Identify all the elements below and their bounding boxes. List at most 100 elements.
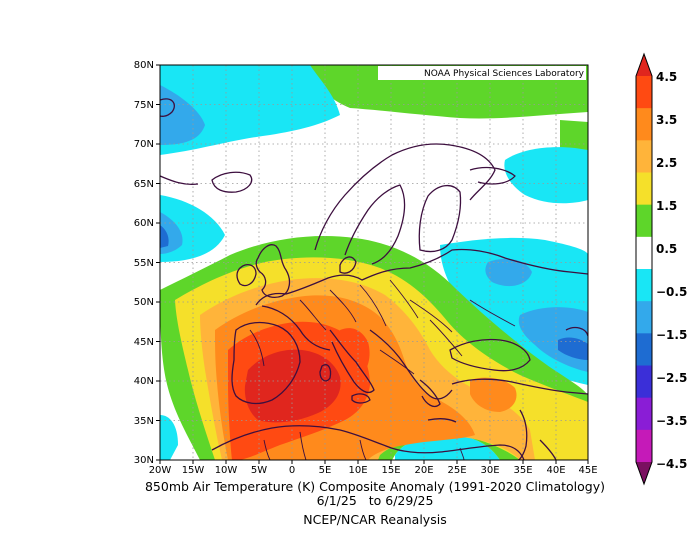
coast-denmark	[339, 256, 357, 274]
cb-label-2.5: 2.5	[656, 156, 677, 170]
coast-france	[261, 305, 331, 351]
colorbar-bin	[636, 108, 652, 141]
colorbar-bin	[636, 333, 652, 366]
colorbar-bin	[636, 172, 652, 206]
lon-label-0: 0	[289, 465, 295, 476]
colorbar-bin	[636, 140, 652, 173]
colorbar-bin	[636, 429, 652, 463]
cb-label-4.5: 4.5	[656, 70, 677, 84]
lat-label-45n: 45N	[134, 337, 154, 348]
graticule	[160, 65, 588, 460]
colorbar-bin	[636, 301, 652, 334]
lon-label-40e: 40E	[546, 465, 565, 476]
anomaly-field	[160, 65, 588, 460]
colorbar-bin	[636, 462, 652, 484]
colorbar-bin	[636, 397, 652, 431]
lon-label-20e: 20E	[414, 465, 433, 476]
longitude-labels: 20W 15W 10W 5W 0 5E 10E 15E 20E 25E 30E …	[149, 465, 598, 476]
contour-cyan-northeast	[504, 147, 588, 204]
coast-iceland	[211, 171, 253, 193]
lon-label-35e: 35E	[513, 465, 532, 476]
contour-orange-turkey	[470, 377, 517, 412]
lon-label-45e: 45E	[578, 465, 597, 476]
coast-norway	[314, 143, 496, 251]
caption-title: 850mb Air Temperature (K) Composite Anom…	[144, 479, 606, 494]
coast-sicily	[351, 393, 371, 404]
coast-sardinia	[319, 364, 332, 382]
lat-label-60n: 60N	[134, 218, 154, 229]
lat-label-80n: 80N	[134, 60, 154, 71]
lat-label-30n: 30N	[134, 455, 154, 466]
coast-caspian	[565, 326, 588, 337]
lon-label-5e: 5E	[319, 465, 332, 476]
coast-crete	[427, 418, 457, 423]
colorbar-bin	[636, 236, 652, 270]
coast-north-africa	[211, 425, 525, 460]
coast-ireland	[236, 263, 257, 287]
contour-cyan-northwest	[160, 65, 340, 155]
cb-label-neg1.5: −1.5	[656, 328, 687, 342]
cb-label-1.5: 1.5	[656, 199, 677, 213]
colorbar-bin	[636, 204, 652, 238]
lat-label-40n: 40N	[134, 376, 154, 387]
colorbar-bin	[636, 54, 652, 76]
caption-dates: 6/1/25 to 6/29/25	[316, 493, 434, 508]
lon-label-30e: 30E	[480, 465, 499, 476]
cb-label-0.5: 0.5	[656, 242, 677, 256]
colorbar: 4.5 3.5 2.5 1.5 0.5 −0.5 −1.5 −2.5 −3.5 …	[635, 52, 687, 486]
cb-label-neg3.5: −3.5	[656, 414, 687, 428]
colorbar-bins	[636, 54, 652, 484]
lat-label-70n: 70N	[134, 139, 154, 150]
coast-greece	[419, 379, 441, 408]
lon-label-15e: 15E	[381, 465, 400, 476]
coast-red-sea	[539, 439, 557, 460]
lon-label-10e: 10E	[348, 465, 367, 476]
cb-label-neg2.5: −2.5	[656, 371, 687, 385]
latitude-labels: 80N 75N 70N 65N 60N 55N 50N 45N 40N 35N …	[134, 60, 154, 466]
coast-blacksea	[449, 338, 531, 372]
coast-kola	[469, 166, 516, 185]
coast-balkans	[369, 329, 453, 400]
lat-label-55n: 55N	[134, 258, 154, 269]
lon-label-5w: 5W	[251, 465, 267, 476]
cb-label-neg0.5: −0.5	[656, 285, 687, 299]
coast-continent	[255, 248, 588, 306]
coastlines	[160, 98, 588, 460]
colorbar-labels: 4.5 3.5 2.5 1.5 0.5 −0.5 −1.5 −2.5 −3.5 …	[656, 70, 687, 471]
credit-box: NOAA Physical Sciences Laboratory	[378, 66, 586, 80]
lon-label-10w: 10W	[215, 465, 238, 476]
contour-cyan-southwest	[160, 415, 178, 460]
lat-label-50n: 50N	[134, 297, 154, 308]
lat-label-75n: 75N	[134, 100, 154, 111]
coast-sweden	[344, 184, 406, 265]
colorbar-bin	[636, 269, 652, 302]
colorbar-bin	[636, 365, 652, 399]
borders	[249, 279, 516, 460]
lat-label-35n: 35N	[134, 416, 154, 427]
cb-label-neg4.5: −4.5	[656, 457, 687, 471]
contour-darkblue-west	[160, 225, 169, 248]
contour-red-italy	[340, 328, 370, 378]
coast-italy	[329, 329, 375, 394]
coast-levant	[517, 409, 528, 460]
contour-darkblue-east	[558, 337, 588, 360]
coast-finland	[418, 185, 462, 253]
coast-britain	[255, 244, 291, 298]
contour-darkred	[244, 349, 341, 423]
credit-text: NOAA Physical Sciences Laboratory	[424, 69, 585, 79]
lon-label-20w: 20W	[149, 465, 172, 476]
contour-blue-east-a	[485, 258, 532, 287]
coast-iberia	[231, 321, 301, 405]
ticks	[156, 64, 589, 464]
coast-greenland-b	[160, 175, 199, 186]
lon-label-25e: 25E	[447, 465, 466, 476]
coast-greenland	[160, 98, 175, 117]
colorbar-bin	[636, 76, 652, 109]
cb-label-3.5: 3.5	[656, 113, 677, 127]
caption-source: NCEP/NCAR Reanalysis	[303, 512, 447, 527]
lat-label-65n: 65N	[134, 179, 154, 190]
colorbar-frame	[635, 52, 653, 486]
coast-turkey	[451, 378, 588, 395]
lon-label-15w: 15W	[182, 465, 205, 476]
